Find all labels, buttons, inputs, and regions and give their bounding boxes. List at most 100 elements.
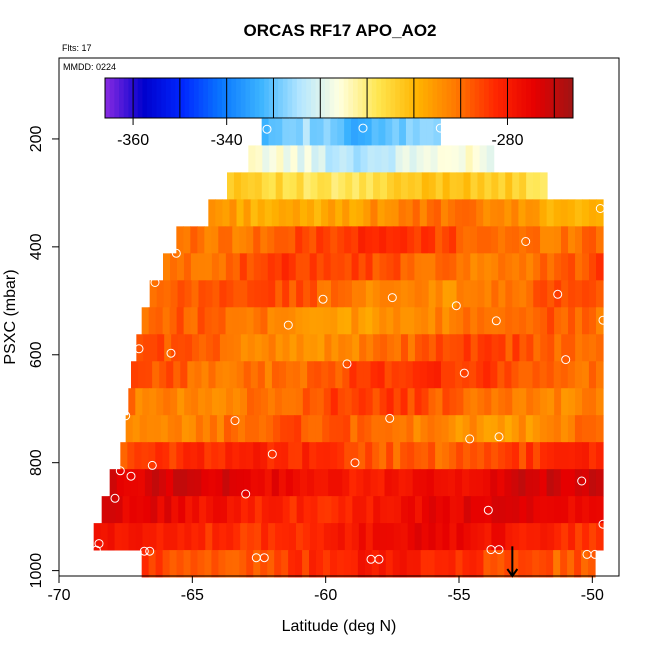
heatmap-cell: [267, 226, 275, 254]
heatmap-cell: [386, 523, 395, 551]
heatmap-cell: [567, 469, 576, 497]
heatmap-cell: [379, 226, 387, 254]
heatmap-cell: [470, 172, 479, 200]
chart-title: ORCAS RF17 APO_AO2: [243, 21, 436, 40]
heatmap-cell: [379, 523, 388, 551]
sample-marker: [166, 348, 176, 358]
heatmap-cell: [575, 226, 583, 254]
heatmap-cell: [192, 496, 200, 524]
heatmap-cell: [449, 172, 458, 200]
heatmap-cell: [314, 361, 322, 389]
heatmap-cell: [215, 361, 224, 389]
heatmap-cell: [285, 469, 294, 497]
heatmap-cell: [114, 523, 123, 551]
heatmap-cell: [191, 280, 200, 308]
heatmap-cell: [309, 550, 317, 578]
colorbar-swatch: [273, 78, 279, 118]
heatmap-cell: [372, 226, 380, 254]
heatmap-cell: [232, 307, 241, 335]
colorbar-swatch: [343, 78, 349, 118]
heatmap-cell: [269, 145, 277, 173]
heatmap-cell: [441, 415, 450, 443]
colorbar-swatch: [516, 78, 523, 118]
heatmap-cell: [581, 550, 589, 578]
heatmap-cell: [123, 469, 132, 497]
heatmap-cell: [540, 307, 548, 335]
colorbar-swatch: [507, 78, 513, 118]
heatmap-cell: [176, 307, 185, 335]
heatmap-cell: [540, 388, 548, 416]
heatmap-cell: [568, 280, 576, 308]
heatmap-cell: [201, 469, 209, 497]
heatmap-cell: [581, 199, 590, 227]
heatmap-cell: [504, 469, 512, 497]
heatmap-cell: [292, 469, 301, 497]
heatmap-cell: [476, 469, 484, 497]
heatmap-cell: [213, 496, 221, 524]
heatmap-cell: [295, 550, 303, 578]
heatmap-cell: [302, 388, 311, 416]
heatmap-cell: [274, 253, 283, 281]
heatmap-cell: [363, 199, 372, 227]
heatmap-cell: [157, 334, 165, 362]
colorbar-swatch: [193, 78, 200, 118]
heatmap-cell: [294, 415, 302, 443]
colorbar-swatch: [324, 78, 331, 118]
colorbar-swatch: [558, 78, 565, 118]
heatmap-cell: [285, 199, 294, 227]
heatmap-cell: [195, 415, 204, 443]
heatmap-cell: [447, 469, 456, 497]
heatmap-cell: [469, 361, 477, 389]
heatmap-cell: [435, 172, 444, 200]
heatmap-cell: [553, 199, 562, 227]
heatmap-cell: [554, 442, 562, 470]
heatmap-cell: [346, 145, 355, 173]
heatmap-cell: [208, 469, 216, 497]
heatmap-cell: [518, 361, 527, 389]
colorbar-swatch: [109, 78, 115, 118]
heatmap-cell: [421, 388, 430, 416]
heatmap-cell: [560, 415, 569, 443]
heatmap-cell: [540, 496, 548, 524]
heatmap-cell: [374, 145, 383, 173]
heatmap-cell: [463, 172, 472, 200]
heatmap-cell: [331, 280, 339, 308]
heatmap-cell: [316, 253, 325, 281]
colorbar-swatch: [381, 78, 387, 118]
heatmap-cell: [497, 415, 506, 443]
heatmap-cell: [288, 388, 297, 416]
heatmap-cell: [275, 280, 283, 308]
heatmap-cell: [498, 226, 506, 254]
heatmap-cell: [377, 469, 386, 497]
heatmap-cell: [225, 226, 233, 254]
heatmap-cell: [449, 442, 457, 470]
sample-marker: [134, 344, 144, 354]
heatmap-cell: [344, 226, 352, 254]
heatmap-cell: [554, 307, 562, 335]
heatmap-cell: [505, 496, 514, 524]
heatmap-cell: [218, 226, 226, 254]
heatmap-cell: [260, 226, 268, 254]
heatmap-cell: [226, 388, 234, 416]
heatmap-cell: [477, 253, 485, 281]
heatmap-cell: [335, 199, 343, 227]
heatmap-cell: [359, 496, 367, 524]
heatmap-cell: [331, 172, 339, 200]
heatmap-cell: [455, 199, 463, 227]
y-tick-label: 800: [28, 449, 45, 476]
heatmap-cell: [144, 469, 153, 497]
heatmap-cell: [498, 334, 507, 362]
heatmap-cell: [512, 307, 520, 335]
heatmap-cell: [274, 307, 283, 335]
heatmap-cell: [274, 442, 282, 470]
heatmap-cell: [191, 388, 199, 416]
heatmap-cell: [321, 469, 329, 497]
colorbar-swatch: [151, 78, 157, 118]
heatmap-cell: [400, 523, 409, 551]
heatmap-cell: [370, 361, 379, 389]
heatmap-cell: [526, 280, 534, 308]
heatmap-cell: [322, 415, 330, 443]
heatmap-cell: [343, 415, 351, 443]
heatmap-cell: [254, 172, 263, 200]
heatmap-cell: [435, 496, 444, 524]
